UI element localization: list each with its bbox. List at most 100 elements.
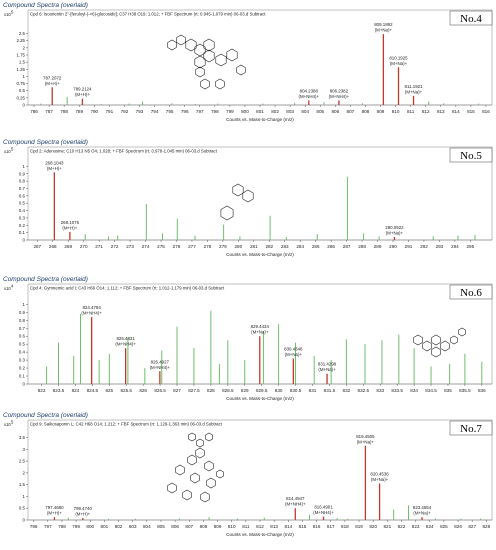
- x-tick-label: 795: [166, 109, 174, 114]
- x-tick-label: 810: [392, 109, 400, 114]
- panel-title: Compound Spectra (overlaid): [3, 139, 88, 146]
- x-tick-label: 799: [226, 109, 234, 114]
- x-tick-label: 276: [173, 244, 181, 249]
- y-tick-label: 0.2: [19, 366, 26, 371]
- x-tick-label: 291: [405, 244, 413, 249]
- x-tick-label: 831.5: [324, 388, 336, 393]
- x-tick-label: 275: [157, 244, 165, 249]
- x-tick-label: 792: [121, 109, 129, 114]
- y-exponent-power: 5: [11, 420, 14, 425]
- x-tick-label: 274: [142, 244, 150, 249]
- ring-shape: [167, 39, 177, 51]
- x-tick-label: 281: [250, 244, 258, 249]
- peak-ion-label: (M+H)+: [75, 512, 90, 517]
- peak-ion-label: (M+Na)+: [413, 511, 431, 516]
- x-tick-label: 819: [355, 524, 363, 529]
- x-axis-label: Counts vs. Mass-to-Charge (m/z): [226, 117, 294, 122]
- ring-shape: [206, 477, 216, 489]
- x-tick-label: 832: [343, 388, 351, 393]
- x-tick-label: 828: [483, 524, 491, 529]
- ring-shape: [188, 432, 196, 442]
- x-tick-label: 804: [143, 524, 151, 529]
- y-tick-label: 0: [23, 382, 26, 387]
- ring-shape: [203, 38, 215, 52]
- x-tick-label: 808: [362, 109, 370, 114]
- ring-shape: [190, 472, 200, 484]
- plot-frame: [27, 146, 493, 241]
- ring-shape: [195, 66, 205, 78]
- tag-box: [449, 10, 493, 26]
- y-tick-label: 2.5: [19, 31, 26, 36]
- ring-shape: [220, 205, 234, 221]
- ring-shape: [205, 432, 213, 442]
- y-tick-label: 0.2: [19, 223, 26, 228]
- spectrum-header: Cpd 9: Saikosaponin L; C42 H68 O14; 1.21…: [30, 422, 223, 427]
- x-tick-label: 803: [286, 109, 294, 114]
- tag-box: [449, 284, 493, 300]
- peak-ion-label: (M+H)+: [62, 225, 77, 230]
- peak-mz-label: 290.0922: [385, 225, 404, 230]
- x-tick-label: 805: [316, 109, 324, 114]
- x-tick-label: 295: [467, 244, 475, 249]
- x-tick-label: 288: [358, 244, 366, 249]
- panel-tag: No.5: [460, 150, 482, 162]
- spectrum-panel-4: Compound Spectra (overlaid) x10 5 Cpd 9: Sa…: [3, 412, 493, 537]
- ring-shape: [216, 469, 224, 479]
- peak-mz-label: 830.4346: [284, 347, 303, 352]
- y-tick-label: 0.5: [19, 506, 26, 511]
- peak-ion-label: (M+Na)+: [390, 61, 408, 66]
- peak-mz-label: 810.1925: [389, 55, 408, 60]
- x-tick-label: 801: [256, 109, 264, 114]
- x-tick-label: 811: [242, 524, 250, 529]
- x-tick-label: 790: [90, 109, 98, 114]
- x-tick-label: 808: [200, 524, 208, 529]
- x-tick-label: 807: [185, 524, 193, 529]
- x-tick-label: 827: [173, 388, 181, 393]
- x-tick-label: 802: [271, 109, 279, 114]
- peak-mz-label: 804.2388: [300, 88, 319, 93]
- x-tick-label: 793: [136, 109, 144, 114]
- peak-ion-label: (M+NH4)+: [299, 94, 320, 99]
- x-tick-label: 824: [426, 524, 434, 529]
- ring-shape: [176, 34, 186, 46]
- y-tick-label: 0.25: [16, 95, 25, 100]
- peak-ion-label: (M+NH4)+: [150, 365, 171, 370]
- y-tick-label: 3.5: [19, 435, 26, 440]
- x-tick-label: 836: [478, 388, 486, 393]
- y-tick-label: 1: [23, 74, 26, 79]
- x-tick-label: 824.5: [87, 388, 99, 393]
- spectrum-panel-3: Compound Spectra (overlaid) x10 4 Cpd 4: Gy…: [3, 276, 493, 401]
- x-tick-label: 827: [468, 524, 476, 529]
- x-tick-label: 814: [452, 109, 460, 114]
- x-tick-label: 798: [58, 524, 66, 529]
- x-tick-label: 816: [313, 524, 321, 529]
- panel-title: Compound Spectra (overlaid): [3, 2, 88, 9]
- x-tick-label: 272: [111, 244, 119, 249]
- peak-ion-label: (M+H)+: [47, 511, 62, 516]
- x-tick-label: 820: [369, 524, 377, 529]
- x-tick-label: 791: [106, 109, 114, 114]
- peak-mz-label: 811.1921: [405, 84, 424, 89]
- x-tick-label: 823: [412, 524, 420, 529]
- x-tick-label: 282: [265, 244, 273, 249]
- x-tick-label: 798: [211, 109, 219, 114]
- x-tick-label: 268: [49, 244, 57, 249]
- y-tick-label: 1.25: [16, 67, 25, 72]
- peak-mz-label: 809.1892: [374, 22, 393, 27]
- ring-shape: [440, 340, 450, 352]
- peak-ion-label: (M+Na)+: [386, 231, 404, 236]
- y-tick-label: 0.4: [19, 350, 26, 355]
- x-tick-label: 834.5: [425, 388, 437, 393]
- ring-shape: [194, 55, 206, 69]
- x-tick-label: 294: [451, 244, 459, 249]
- ring-shape: [196, 438, 204, 448]
- x-tick-label: 283: [281, 244, 289, 249]
- y-tick-label: 0.75: [16, 81, 25, 86]
- x-tick-label: 802: [115, 524, 123, 529]
- peak-ion-label: (M+NH4)+: [329, 94, 350, 99]
- ring-shape: [450, 335, 458, 345]
- y-exponent-power: 5: [11, 147, 14, 152]
- x-tick-label: 805: [157, 524, 165, 529]
- panel-title: Compound Spectra (overlaid): [3, 412, 88, 419]
- ring-shape: [187, 454, 197, 466]
